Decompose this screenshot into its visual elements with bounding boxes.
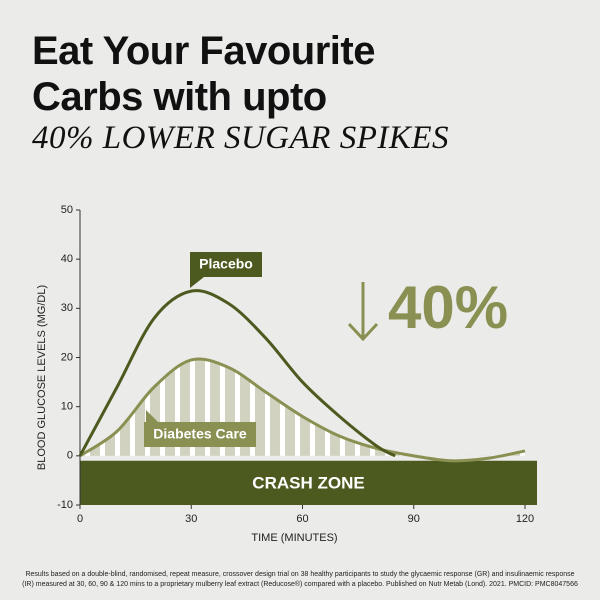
y-tick-label: 10 <box>61 401 73 413</box>
crash-zone-label: CRASH ZONE <box>252 473 364 492</box>
title: Eat Your Favourite Carbs with upto <box>32 29 375 119</box>
y-axis-label: BLOOD GLUCOSE LEVELS (MG/DL) <box>36 285 48 470</box>
y-tick-label: 40 <box>61 253 73 265</box>
x-tick-label: 90 <box>408 513 420 525</box>
x-tick-label: 120 <box>516 513 534 525</box>
x-tick-label: 0 <box>77 513 83 525</box>
y-tick-label: 0 <box>67 450 73 462</box>
y-tick-label: 20 <box>61 351 73 363</box>
crash-zone <box>80 460 537 505</box>
footnote: Results based on a double-blind, randomi… <box>22 571 578 588</box>
series-label: Diabetes Care <box>153 426 247 442</box>
series-label-pointer <box>190 270 204 288</box>
line <box>79 357 526 463</box>
series-label: Placebo <box>199 256 253 272</box>
x-axis-label: TIME (MINUTES) <box>251 532 337 544</box>
down-arrow-head <box>347 322 379 342</box>
line <box>78 289 396 458</box>
reduction-label: 40% <box>388 274 508 341</box>
series-label-pointer <box>146 410 160 428</box>
series-label-box <box>190 252 262 277</box>
x-tick-label: 30 <box>185 513 197 525</box>
y-tick-label: 30 <box>61 302 73 314</box>
subtitle: 40% LOWER SUGAR SPIKES <box>32 120 450 156</box>
y-tick-label: 50 <box>61 204 73 216</box>
series-label-box <box>144 422 256 447</box>
y-tick-label: -10 <box>57 499 73 511</box>
x-tick-label: 60 <box>296 513 308 525</box>
